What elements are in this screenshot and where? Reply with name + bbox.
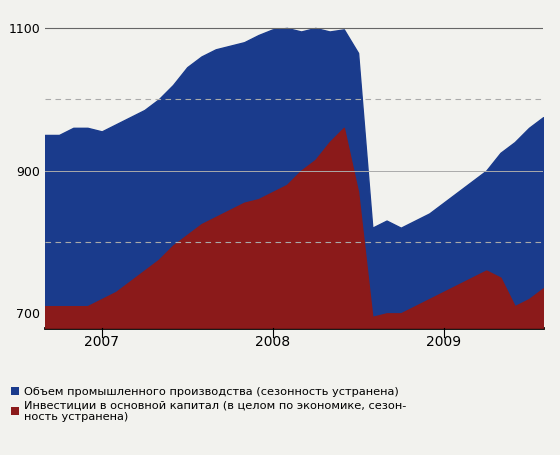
Legend: Объем промышленного производства (сезонность устранена), Инвестиции в основной к: Объем промышленного производства (сезонн…: [11, 387, 407, 422]
